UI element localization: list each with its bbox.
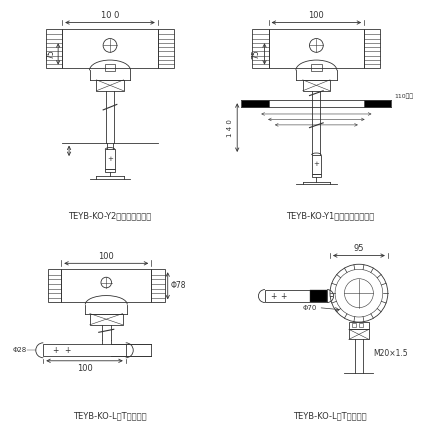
Text: +: + bbox=[64, 346, 70, 355]
Bar bbox=[364, 100, 392, 107]
Text: 75: 75 bbox=[46, 49, 55, 59]
Bar bbox=[312, 155, 321, 174]
Text: 100: 100 bbox=[77, 364, 92, 373]
Bar bbox=[151, 269, 165, 302]
Bar bbox=[43, 344, 126, 356]
Text: TEYB-KO-Y1刚性不锈锤管连接: TEYB-KO-Y1刚性不锈锤管连接 bbox=[286, 211, 374, 220]
Text: TEYB-KO-L（T）带显示: TEYB-KO-L（T）带显示 bbox=[293, 412, 367, 421]
Bar bbox=[311, 64, 322, 71]
Bar bbox=[349, 329, 369, 340]
Text: 100: 100 bbox=[99, 252, 114, 261]
Text: +: + bbox=[281, 291, 287, 300]
Text: +: + bbox=[52, 346, 59, 355]
Bar bbox=[349, 322, 369, 329]
Text: +: + bbox=[107, 156, 113, 162]
Text: Φ28: Φ28 bbox=[13, 347, 27, 353]
Bar bbox=[158, 29, 174, 68]
Bar bbox=[90, 314, 123, 325]
Text: TEYB-KO-Y2软不锈锤管连接: TEYB-KO-Y2软不锈锤管连接 bbox=[68, 211, 152, 220]
Text: 95: 95 bbox=[354, 244, 364, 253]
Bar bbox=[268, 29, 364, 68]
Bar bbox=[310, 290, 327, 302]
Bar bbox=[105, 150, 115, 169]
Bar bbox=[312, 174, 321, 178]
Text: Φ70: Φ70 bbox=[303, 305, 317, 311]
Bar bbox=[46, 29, 62, 68]
Bar bbox=[252, 29, 268, 68]
Text: 1 4 0: 1 4 0 bbox=[227, 119, 233, 137]
Bar bbox=[62, 29, 158, 68]
Text: 10 0: 10 0 bbox=[101, 12, 119, 20]
Bar bbox=[105, 64, 115, 71]
Text: TEYB-KO-L（T）无显示: TEYB-KO-L（T）无显示 bbox=[73, 412, 147, 421]
Text: 100: 100 bbox=[308, 12, 324, 20]
Bar bbox=[48, 269, 61, 302]
Text: Φ78: Φ78 bbox=[171, 281, 186, 290]
Text: 75: 75 bbox=[251, 49, 260, 59]
Bar bbox=[359, 323, 363, 327]
Bar bbox=[364, 29, 381, 68]
Text: +: + bbox=[271, 291, 277, 300]
Text: +: + bbox=[313, 162, 319, 167]
Bar bbox=[241, 100, 268, 107]
Bar bbox=[303, 80, 330, 91]
Bar bbox=[96, 80, 124, 91]
Bar bbox=[265, 290, 327, 302]
Text: 110均布: 110均布 bbox=[394, 93, 413, 99]
Bar bbox=[352, 323, 356, 327]
Bar bbox=[61, 269, 151, 302]
Text: M20×1.5: M20×1.5 bbox=[374, 349, 408, 358]
Bar bbox=[105, 169, 115, 172]
